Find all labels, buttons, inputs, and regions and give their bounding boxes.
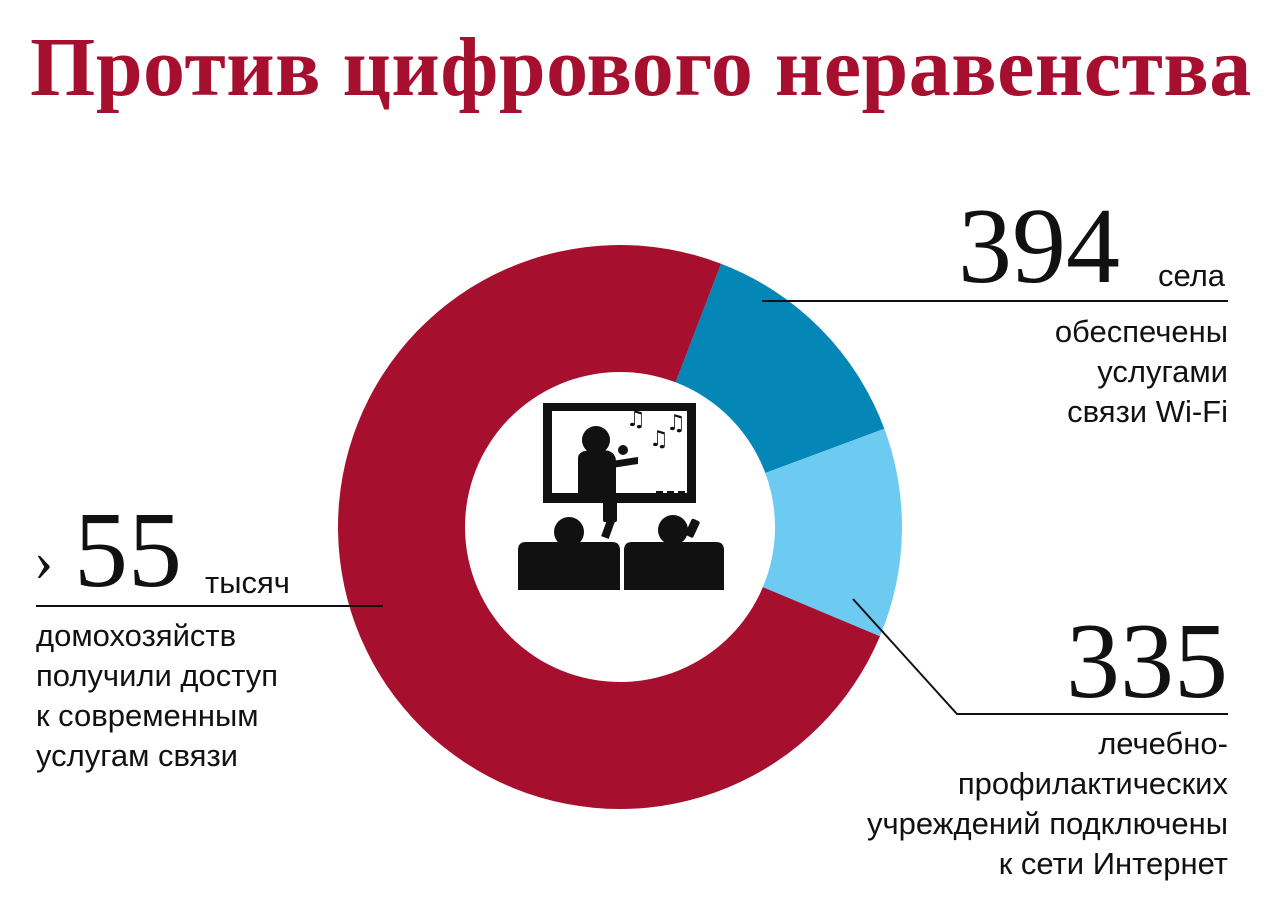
clinics-line: лечебно- bbox=[1098, 726, 1228, 761]
clinics-description: лечебно- профилактических учреждений под… bbox=[867, 724, 1228, 884]
clinics-value: 335 bbox=[1066, 602, 1228, 721]
villages-description: обеспечены услугами связи Wi-Fi bbox=[1055, 312, 1228, 432]
households-line: услугам связи bbox=[36, 738, 238, 773]
clinics-line: к сети Интернет bbox=[998, 846, 1228, 881]
households-description: домохозяйств получили доступ к современн… bbox=[36, 616, 278, 776]
page-title: Против цифрового неравенства bbox=[30, 21, 1252, 114]
villages-line: связи Wi-Fi bbox=[1067, 394, 1228, 429]
slice-clinics bbox=[762, 428, 902, 637]
households-value: 55 bbox=[74, 491, 182, 610]
svg-text:♫: ♫ bbox=[649, 427, 669, 452]
villages-line: обеспечены bbox=[1054, 314, 1228, 349]
villages-value: 394 bbox=[958, 187, 1120, 306]
leader-line-clinics bbox=[852, 598, 1228, 715]
villages-line: услугами bbox=[1097, 354, 1228, 389]
households-line: к современным bbox=[36, 698, 259, 733]
households-unit: тысяч bbox=[205, 565, 290, 600]
households-line: получили доступ bbox=[36, 658, 279, 693]
svg-text:♫: ♫ bbox=[626, 407, 646, 432]
slice-households bbox=[338, 245, 880, 810]
karaoke-tv-icon: ♫ ♫ ♫ bbox=[518, 403, 724, 590]
clinics-line: профилактических bbox=[957, 766, 1228, 801]
clinics-line: учреждений подключены bbox=[866, 806, 1228, 841]
households-line: домохозяйств bbox=[36, 618, 237, 653]
slice-villages bbox=[675, 263, 885, 473]
svg-text:♫: ♫ bbox=[666, 411, 686, 436]
more-than-sign: › bbox=[34, 528, 54, 593]
villages-unit: села bbox=[1158, 258, 1226, 293]
